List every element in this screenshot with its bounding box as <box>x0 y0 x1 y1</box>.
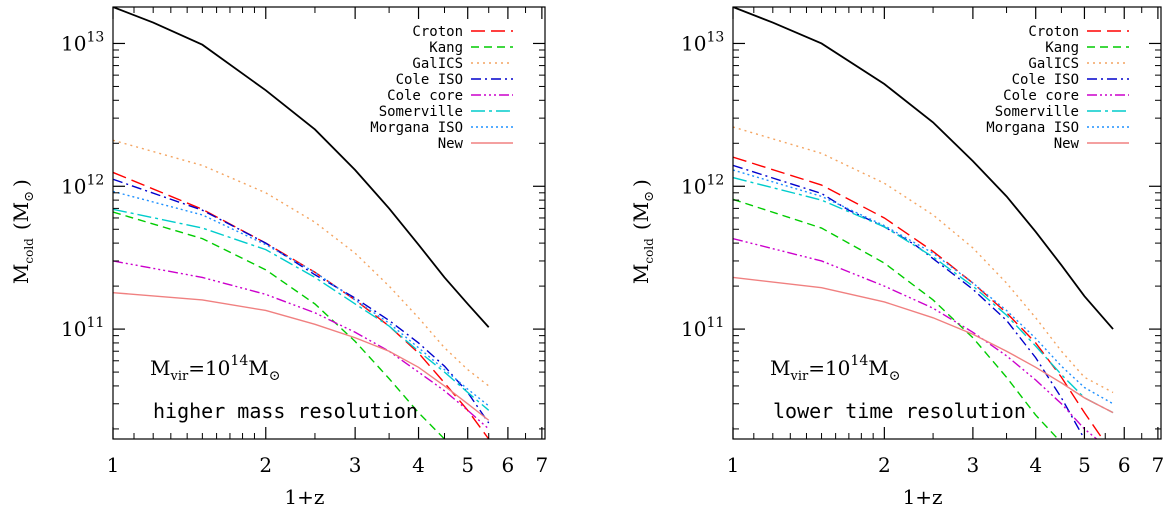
series-line-somerville <box>733 176 1114 414</box>
x-tick-label: 6 <box>1118 453 1131 477</box>
y-axis-title: Mcold(M⊙) <box>9 179 37 284</box>
x-axis-title: 1+z <box>903 485 943 509</box>
series-line-somerville <box>113 208 490 411</box>
legend-item: Somerville <box>379 104 513 120</box>
series-line-cole-iso <box>733 164 1086 439</box>
series-line-galics <box>733 126 1114 394</box>
legend-label: New <box>438 136 464 152</box>
series-line-new <box>113 291 490 421</box>
series-line-morgana-iso <box>113 190 490 407</box>
resolution-annotation: higher mass resolution <box>153 399 418 423</box>
legend-item: GalICS <box>1028 56 1129 72</box>
legend-item: Somerville <box>995 104 1129 120</box>
legend-item: Morgana ISO <box>986 120 1129 136</box>
legend-label: Cole core <box>1003 88 1079 104</box>
legend-item: Croton <box>412 24 513 40</box>
y-tick-label: 1011 <box>61 315 104 341</box>
y-tick-label: 1013 <box>61 29 104 55</box>
x-tick-label: 4 <box>412 453 425 477</box>
legend-item: Kang <box>1045 40 1129 56</box>
legend-label: Croton <box>1028 24 1079 40</box>
legend-item: New <box>1054 136 1129 152</box>
legend-item: Morgana ISO <box>370 120 513 136</box>
legend-label: Kang <box>1045 40 1079 56</box>
y-tick-label: 1012 <box>61 172 104 198</box>
legend-label: New <box>1054 136 1080 152</box>
legend-label: Somerville <box>379 104 463 120</box>
legend-item: Croton <box>1028 24 1129 40</box>
x-tick-label: 7 <box>536 453 549 477</box>
legend-item: Cole core <box>1003 88 1129 104</box>
legend-label: GalICS <box>1028 56 1079 72</box>
virial-mass-annotation: Mvir=1014M⊙ <box>770 353 900 384</box>
x-tick-label: 2 <box>878 453 891 477</box>
x-axis-title: 1+z <box>284 485 324 509</box>
legend-label: Cole ISO <box>396 72 463 88</box>
x-tick-label: 4 <box>1029 453 1042 477</box>
x-tick-label: 6 <box>502 453 515 477</box>
legend-item: Cole ISO <box>1012 72 1129 88</box>
legend-label: Morgana ISO <box>986 120 1079 136</box>
panel-2: 1 2 3 4 5 6 7 1011 1012 1013 1+z Mcold(M⊙) CrotonKan… <box>629 6 1165 509</box>
series-line-cole-core <box>733 237 1098 439</box>
legend-label: Somerville <box>995 104 1079 120</box>
plot-frame <box>732 6 1162 440</box>
legend-label: GalICS <box>412 56 463 72</box>
y-tick-label: 1012 <box>681 172 724 198</box>
resolution-annotation: lower time resolution <box>773 399 1026 423</box>
legend-item: GalICS <box>412 56 513 72</box>
legend-item: Cole core <box>387 88 513 104</box>
x-tick-label: 5 <box>461 453 474 477</box>
series-line-total <box>113 7 490 328</box>
x-tick-label: 1 <box>107 453 120 477</box>
series-line-croton <box>733 156 1104 439</box>
x-tick-label: 5 <box>1078 453 1091 477</box>
series-lines <box>113 7 490 439</box>
y-axis-title: Mcold(M⊙) <box>629 179 657 284</box>
x-tick-label: 3 <box>349 453 362 477</box>
x-tick-label: 1 <box>727 453 740 477</box>
plot-frame <box>112 6 546 440</box>
series-line-kang <box>733 198 1059 439</box>
legend-label: Cole ISO <box>1012 72 1079 88</box>
legend-label: Croton <box>412 24 463 40</box>
legend-label: Cole core <box>387 88 463 104</box>
legend-item: Cole ISO <box>396 72 513 88</box>
legend-item: New <box>438 136 513 152</box>
y-tick-label: 1011 <box>681 315 724 341</box>
legend-label: Morgana ISO <box>370 120 463 136</box>
y-tick-label: 1013 <box>681 29 724 55</box>
x-tick-label: 3 <box>967 453 980 477</box>
x-tick-label: 7 <box>1152 453 1165 477</box>
series-line-total <box>733 7 1114 330</box>
virial-mass-annotation: Mvir=1014M⊙ <box>150 353 280 384</box>
panel-1: 1 2 3 4 5 6 7 1011 1012 1013 1+z Mcold(M⊙) CrotonKan… <box>9 6 549 509</box>
series-line-galics <box>113 139 490 387</box>
series-lines <box>733 7 1114 439</box>
legend-label: Kang <box>429 40 463 56</box>
series-line-new <box>733 276 1114 414</box>
series-line-croton <box>113 171 490 439</box>
series-line-cole-iso <box>113 178 490 424</box>
x-tick-label: 2 <box>259 453 272 477</box>
legend-item: Kang <box>429 40 513 56</box>
